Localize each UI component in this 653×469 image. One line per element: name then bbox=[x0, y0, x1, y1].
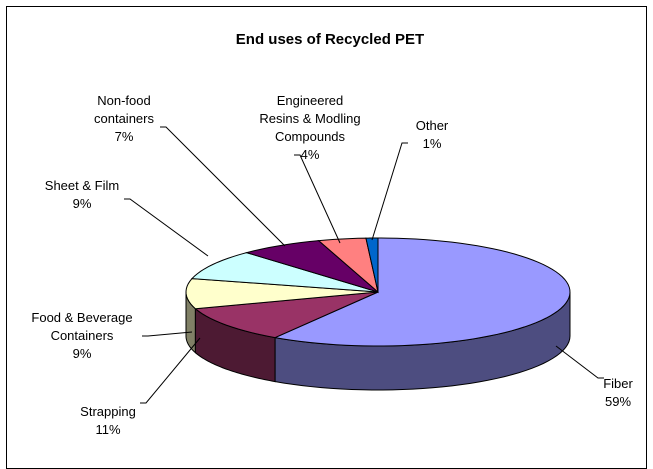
pie-slice-5 bbox=[244, 240, 379, 293]
leader-line-3 bbox=[142, 331, 193, 337]
slice-percent-4: 9% bbox=[73, 196, 92, 211]
leader-line-7 bbox=[371, 142, 408, 241]
slice-label-5: containers bbox=[94, 111, 154, 126]
slice-label-4: Sheet & Film bbox=[45, 178, 119, 193]
slice-label-1: Fiber bbox=[603, 376, 633, 391]
slice-percent-7: 1% bbox=[423, 136, 442, 151]
slice-percent-2: 11% bbox=[95, 422, 120, 437]
slice-label-2: Strapping bbox=[80, 404, 136, 419]
chart-frame bbox=[6, 6, 647, 469]
pie-slice-1 bbox=[273, 237, 571, 347]
slice-label-7: Other bbox=[416, 118, 449, 133]
leader-line-6 bbox=[294, 154, 341, 244]
pie-slice-7 bbox=[365, 237, 379, 293]
leader-line-5 bbox=[160, 126, 286, 247]
slice-label-6: Compounds bbox=[275, 129, 346, 144]
slice-label-6: Resins & Modling bbox=[259, 111, 360, 126]
slice-label-5: Non-food bbox=[97, 93, 150, 108]
slice-percent-6: 4% bbox=[301, 147, 320, 162]
slice-percent-5: 7% bbox=[115, 129, 134, 144]
pie-sides bbox=[185, 291, 571, 391]
slice-label-3: Food & Beverage bbox=[31, 310, 132, 325]
pie-slice-6 bbox=[317, 237, 379, 294]
slice-percent-3: 9% bbox=[73, 346, 92, 361]
pie-slice-4 bbox=[190, 252, 379, 293]
pie-top bbox=[185, 237, 571, 347]
slice-label-6: Engineered bbox=[277, 93, 344, 108]
slice-label-3: Containers bbox=[51, 328, 114, 343]
leader-line-1 bbox=[555, 345, 604, 379]
leader-lines bbox=[124, 126, 604, 404]
pie-slice-2 bbox=[194, 291, 379, 339]
slice-labels: Fiber 59% Strapping 11% Food & Beverage Conta… bbox=[31, 93, 633, 437]
pie-slice-3 bbox=[185, 278, 379, 310]
chart-title: End uses of Recycled PET bbox=[236, 31, 424, 48]
leader-line-4 bbox=[124, 198, 209, 257]
leader-line-2 bbox=[140, 337, 201, 404]
slice-percent-1: 59% bbox=[605, 394, 631, 409]
